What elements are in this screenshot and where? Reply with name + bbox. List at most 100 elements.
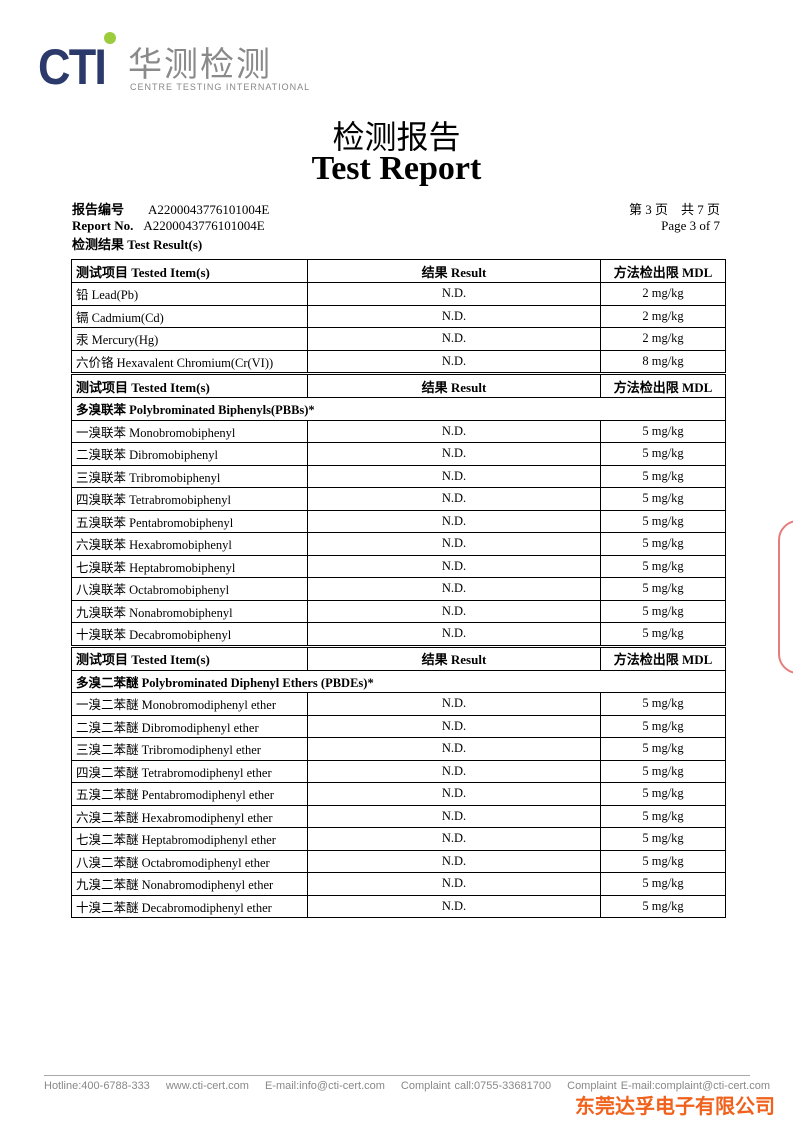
header-result: 结果 Result	[306, 372, 602, 398]
mdl-cell: 5 mg/kg	[600, 872, 726, 896]
header-item: 测试项目 Tested Item(s)	[71, 372, 308, 398]
item-cell: 镉 Cadmium(Cd)	[71, 304, 308, 328]
mdl-cell: 5 mg/kg	[600, 464, 726, 488]
table-row: 二溴联苯 Dibromobiphenyl N.D. 5 mg/kg	[71, 442, 726, 466]
header-result: 结果 Result	[306, 259, 602, 283]
item-cell: 十溴联苯 Decabromobiphenyl	[71, 622, 308, 647]
table-row: 三溴联苯 Tribromobiphenyl N.D. 5 mg/kg	[71, 464, 726, 488]
mdl-cell: 5 mg/kg	[600, 442, 726, 466]
item-cell: 四溴联苯 Tetrabromobiphenyl	[71, 487, 308, 511]
footer: Hotline:400-6788-333 www.cti-cert.com E-ma…	[44, 1080, 786, 1092]
mdl-cell: 5 mg/kg	[600, 894, 726, 918]
result-cell: N.D.	[306, 759, 602, 783]
footer-item: Complaint call:0755-33681700	[400, 1080, 552, 1092]
mdl-cell: 5 mg/kg	[600, 714, 726, 738]
table-row: 九溴二苯醚 Nonabromodiphenyl ether N.D. 5 mg/kg	[71, 872, 726, 896]
report-no-label-en: Report No.	[72, 218, 134, 233]
mdl-cell: 5 mg/kg	[600, 804, 726, 828]
mdl-cell: 5 mg/kg	[600, 532, 726, 556]
mdl-cell: 5 mg/kg	[600, 737, 726, 761]
header-item: 测试项目 Tested Item(s)	[71, 644, 308, 671]
result-cell: N.D.	[306, 894, 602, 918]
footer-item: www.cti-cert.com	[165, 1080, 249, 1092]
result-cell: N.D.	[306, 714, 602, 738]
header-result: 结果 Result	[306, 644, 602, 671]
mdl-cell: 5 mg/kg	[600, 554, 726, 578]
table-header-row: 测试项目 Tested Item(s) 结果 Result 方法检出限 MDL	[71, 259, 726, 283]
result-cell: N.D.	[306, 577, 602, 601]
mdl-cell: 5 mg/kg	[600, 692, 726, 716]
mdl-cell: 5 mg/kg	[600, 622, 726, 647]
section-label: 检测结果 Test Result(s)	[72, 237, 203, 252]
table-row: 七溴联苯 Heptabromobiphenyl N.D. 5 mg/kg	[71, 554, 726, 578]
mdl-cell: 5 mg/kg	[600, 577, 726, 601]
mdl-cell: 5 mg/kg	[600, 782, 726, 806]
logo-brand: CTI	[38, 39, 107, 95]
item-cell: 七溴二苯醚 Heptabromodiphenyl ether	[71, 827, 308, 851]
item-cell: 七溴联苯 Heptabromobiphenyl	[71, 554, 308, 578]
table-row: 十溴联苯 Decabromobiphenyl N.D. 5 mg/kg	[71, 622, 726, 647]
result-cell: N.D.	[306, 827, 602, 851]
table-row: 一溴二苯醚 Monobromodiphenyl ether N.D. 5 mg/kg	[71, 692, 726, 716]
item-cell: 八溴二苯醚 Octabromodiphenyl ether	[71, 849, 308, 873]
item-cell: 三溴二苯醚 Tribromodiphenyl ether	[71, 737, 308, 761]
report-no-cn: A2200043776101004E	[148, 202, 270, 217]
mdl-cell: 5 mg/kg	[600, 419, 726, 443]
item-cell: 六价铬 Hexavalent Chromium(Cr(VI))	[71, 349, 308, 374]
header-mdl: 方法检出限 MDL	[600, 644, 726, 671]
footer-divider	[44, 1075, 750, 1076]
mdl-cell: 2 mg/kg	[600, 282, 726, 306]
item-cell: 九溴二苯醚 Nonabromodiphenyl ether	[71, 872, 308, 896]
group-subtitle-row: 多溴二苯醚 Polybrominated Diphenyl Ethers (PB…	[71, 669, 726, 693]
title-en: Test Report	[311, 150, 482, 187]
result-cell: N.D.	[306, 622, 602, 647]
logo-dot-icon	[104, 32, 116, 44]
table-row: 一溴联苯 Monobromobiphenyl N.D. 5 mg/kg	[71, 419, 726, 443]
item-cell: 铅 Lead(Pb)	[71, 282, 308, 306]
group-subtitle: 多溴联苯 Polybrominated Biphenyls(PBBs)*	[71, 397, 726, 421]
result-cell: N.D.	[306, 782, 602, 806]
stamp-fragment	[778, 520, 793, 674]
result-cell: N.D.	[306, 304, 602, 328]
item-cell: 六溴二苯醚 Hexabromodiphenyl ether	[71, 804, 308, 828]
result-cell: N.D.	[306, 532, 602, 556]
item-cell: 十溴二苯醚 Decabromodiphenyl ether	[71, 894, 308, 918]
item-cell: 四溴二苯醚 Tetrabromodiphenyl ether	[71, 759, 308, 783]
item-cell: 六溴联苯 Hexabromobiphenyl	[71, 532, 308, 556]
company-name: 东莞达孚电子有限公司	[575, 1094, 775, 1118]
page-en: Page 3 of 7	[661, 218, 720, 233]
table-row: 三溴二苯醚 Tribromodiphenyl ether N.D. 5 mg/kg	[71, 737, 726, 761]
table-row: 五溴联苯 Pentabromobiphenyl N.D. 5 mg/kg	[71, 509, 726, 533]
mdl-cell: 5 mg/kg	[600, 487, 726, 511]
result-cell: N.D.	[306, 599, 602, 623]
table-row: 七溴二苯醚 Heptabromodiphenyl ether N.D. 5 mg/k…	[71, 827, 726, 851]
item-cell: 二溴联苯 Dibromobiphenyl	[71, 442, 308, 466]
result-cell: N.D.	[306, 464, 602, 488]
mdl-cell: 5 mg/kg	[600, 759, 726, 783]
table-row: 八溴二苯醚 Octabromodiphenyl ether N.D. 5 mg/kg	[71, 849, 726, 873]
result-cell: N.D.	[306, 327, 602, 351]
result-cell: N.D.	[306, 282, 602, 306]
mdl-cell: 5 mg/kg	[600, 849, 726, 873]
header-mdl: 方法检出限 MDL	[600, 372, 726, 398]
table-row: 汞 Mercury(Hg) N.D. 2 mg/kg	[71, 327, 726, 351]
item-cell: 五溴联苯 Pentabromobiphenyl	[71, 509, 308, 533]
result-cell: N.D.	[306, 849, 602, 873]
result-cell: N.D.	[306, 419, 602, 443]
mdl-cell: 5 mg/kg	[600, 827, 726, 851]
result-cell: N.D.	[306, 872, 602, 896]
report-no-en: A2200043776101004E	[143, 218, 265, 233]
mdl-cell: 2 mg/kg	[600, 304, 726, 328]
mdl-cell: 5 mg/kg	[600, 509, 726, 533]
table-row: 六溴联苯 Hexabromobiphenyl N.D. 5 mg/kg	[71, 532, 726, 556]
table-header-row: 测试项目 Tested Item(s) 结果 Result 方法检出限 MDL	[71, 372, 726, 398]
logo-cn: 华测检测	[128, 45, 272, 85]
footer-item: E-mail:info@cti-cert.com	[264, 1080, 385, 1092]
logo-en: CENTRE TESTING INTERNATIONAL	[130, 82, 311, 92]
mdl-cell: 2 mg/kg	[600, 327, 726, 351]
page-number-block: 第 3 页 共 7 页 Page 3 of 7	[629, 202, 720, 234]
item-cell: 八溴联苯 Octabromobiphenyl	[71, 577, 308, 601]
table-row: 二溴二苯醚 Dibromodiphenyl ether N.D. 5 mg/kg	[71, 714, 726, 738]
item-cell: 二溴二苯醚 Dibromodiphenyl ether	[71, 714, 308, 738]
table-row: 五溴二苯醚 Pentabromodiphenyl ether N.D. 5 mg/k…	[71, 782, 726, 806]
